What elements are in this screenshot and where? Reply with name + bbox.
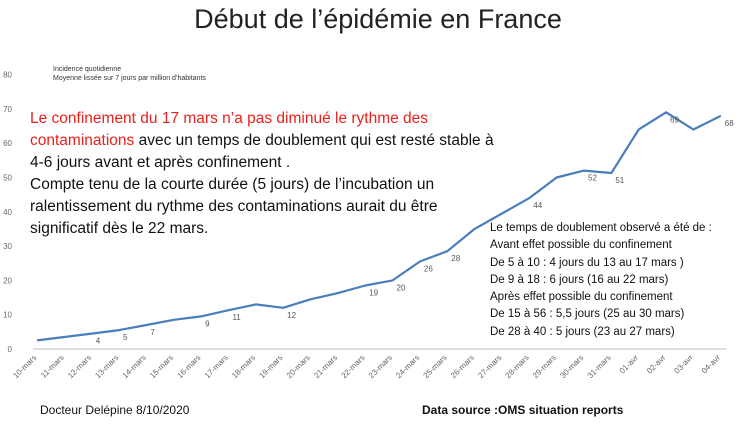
x-tick-label: 29-mars [531, 353, 558, 380]
paragraph-text-2: Compte tenu de la courte durée (5 jours)… [30, 176, 438, 237]
x-axis: 10-mars 11-mars 12-mars 13-mars 14-mars 15-ma… [11, 348, 727, 380]
data-label: 51 [615, 176, 624, 185]
note-line: Après effet possible du confinement [490, 291, 673, 304]
note-line: Avant effet possible du confinement [490, 239, 672, 252]
doubling-time-note: Le temps de doublement observé a été de … [490, 220, 712, 341]
series [36, 111, 722, 342]
x-tick-label: 12-mars [66, 353, 93, 380]
x-tick-label: 21-mars [312, 353, 339, 380]
x-tick-label: 20-mars [285, 353, 312, 380]
data-label: 68 [725, 119, 734, 128]
note-line: Le temps de doublement observé a été de … [490, 222, 712, 234]
x-tick-label: 03-avr [672, 353, 695, 376]
x-tick-label: 26-mars [449, 353, 476, 380]
y-tick-label: 10 [3, 311, 12, 320]
y-tick-label: 50 [3, 174, 12, 183]
y-tick-label: 60 [3, 139, 12, 148]
x-tick-label: 27-mars [476, 353, 503, 380]
data-label: 20 [397, 283, 406, 292]
slide-title: Début de l’épidémie en France [194, 4, 562, 34]
data-label: 5 [123, 333, 128, 342]
y-axis: 0 10 20 30 40 50 60 70 80 [3, 71, 12, 354]
data-label: 44 [533, 201, 542, 210]
data-label: 28 [451, 254, 460, 263]
y-tick-label: 70 [3, 105, 12, 114]
legend-line-1: Incidence quotidienne [53, 66, 122, 73]
x-tick-label: 25-mars [422, 353, 449, 380]
data-labels: 4 5 7 9 11 12 19 20 26 28 44 52 51 69 68 [96, 115, 734, 345]
y-tick-label: 40 [3, 208, 12, 217]
y-tick-label: 0 [8, 345, 13, 354]
note-line: De 15 à 56 : 5,5 jours (25 au 30 mars) [490, 308, 685, 321]
data-label: 4 [96, 337, 101, 346]
data-label: 12 [287, 311, 296, 320]
x-tick-label: 17-mars [203, 353, 230, 380]
x-tick-label: 01-avr [618, 353, 641, 376]
x-tick-label: 30-mars [558, 353, 585, 380]
legend-line-2: Moyenne lissée sur 7 jours par million d… [53, 75, 206, 82]
y-tick-label: 30 [3, 242, 12, 251]
data-source: Data source :OMS situation reports [422, 403, 624, 417]
y-tick-label: 80 [3, 71, 12, 80]
paragraph-highlight: Le confinement du 17 mars n’a pas diminu… [30, 110, 429, 149]
author-credit: Docteur Delépine 8/10/2020 [40, 403, 190, 417]
x-tick-label: 31-mars [586, 353, 613, 380]
x-tick-label: 24-mars [394, 353, 421, 380]
data-label: 19 [369, 289, 378, 298]
x-tick-label: 04-avr [700, 353, 723, 376]
x-tick-label: 23-mars [367, 353, 394, 380]
data-label: 9 [205, 319, 210, 328]
note-line: De 9 à 18 : 6 jours (16 au 22 mars) [490, 273, 669, 286]
main-paragraph: Le confinement du 17 mars n’a pas diminu… [30, 108, 500, 240]
x-tick-label: 15-mars [148, 353, 175, 380]
data-label: 69 [670, 115, 679, 124]
data-label: 52 [588, 174, 597, 183]
x-tick-label: 16-mars [175, 353, 202, 380]
x-tick-label: 22-mars [340, 353, 367, 380]
x-tick-label: 18-mars [230, 353, 257, 380]
data-label: 11 [232, 313, 241, 322]
paragraph-text-1: avec un temps de doublement qui est rest… [30, 132, 494, 171]
x-tick-label: 02-avr [645, 353, 668, 376]
x-tick-label: 19-mars [257, 353, 284, 380]
x-tick-label: 11-mars [39, 353, 66, 380]
y-tick-label: 20 [3, 276, 12, 285]
x-tick-label: 14-mars [121, 353, 148, 380]
data-label: 7 [150, 328, 155, 337]
x-tick-label: 10-mars [11, 353, 38, 380]
series-line [36, 111, 722, 342]
note-line: De 5 à 10 : 4 jours du 13 au 17 mars ) [490, 256, 684, 269]
x-tick-label: 13-mars [93, 353, 120, 380]
data-label: 26 [424, 265, 433, 274]
note-line: De 28 à 40 : 5 jours (23 au 27 mars) [490, 325, 675, 338]
x-tick-label: 28-mars [504, 353, 531, 380]
